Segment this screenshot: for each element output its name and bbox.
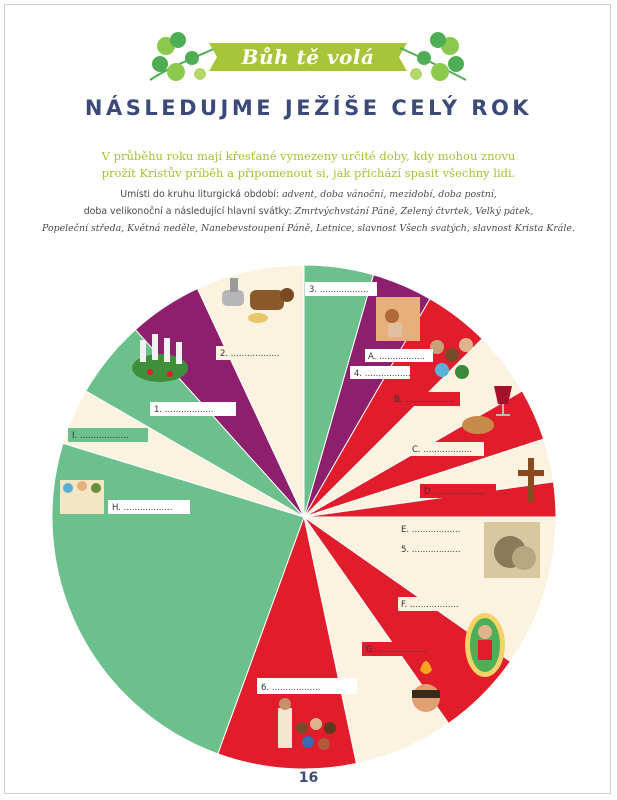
answer-label-I: I. .................. xyxy=(72,431,129,441)
answer-label-A: A. ................. xyxy=(368,352,425,362)
intro-line-2: prožít Kristův příběh a připomenout si, … xyxy=(101,166,516,180)
jesus-crowd-icon xyxy=(278,698,336,750)
answer-label-6: 6. .................. xyxy=(261,683,320,693)
answer-field-H[interactable]: H. .................. xyxy=(108,500,190,514)
christ-king-icon xyxy=(465,613,505,677)
answer-label-G: G. .................. xyxy=(366,645,427,655)
ribbon-banner xyxy=(209,43,407,71)
answer-field-5[interactable]: 5. .................. xyxy=(398,542,482,556)
answer-field-I[interactable]: I. .................. xyxy=(68,428,148,442)
answer-field-B[interactable]: B. .................. xyxy=(390,392,460,406)
answer-field-E[interactable]: E. .................. xyxy=(398,522,478,536)
instructions-line2-lead: doba velikonoční a následující hlavní sv… xyxy=(83,206,295,217)
vine-leaves-left-icon xyxy=(149,32,217,81)
instructions-seasons: advent, doba vánoční, mezidobí, doba pos… xyxy=(282,189,497,200)
intro-line-1: V průběhu roku mají křesťané vymezeny ur… xyxy=(101,149,516,163)
instructions-lead: Umísti do kruhu liturgická období: xyxy=(120,189,283,200)
ribbon-text: Bůh tě volá xyxy=(241,45,375,69)
intro-text: V průběhu roku mají křesťané vymezeny ur… xyxy=(70,148,547,182)
empty-tomb-icon xyxy=(484,522,540,578)
wheel-wedge-16 xyxy=(196,264,305,518)
answer-label-D: D. .................. xyxy=(424,487,485,497)
instructions: Umísti do kruhu liturgická období: adven… xyxy=(40,186,577,237)
wheel-wedge-11 xyxy=(217,515,357,770)
answer-label-3: 3. .................. xyxy=(309,285,368,295)
instructions-feasts-2: Popeleční středa, Květná neděle, Nanebev… xyxy=(42,223,575,234)
answer-field-D[interactable]: D. .................. xyxy=(420,484,496,498)
advent-wreath-icon xyxy=(132,334,188,382)
donkey-ox-icon xyxy=(222,278,294,323)
answer-label-2: 2. .................. xyxy=(220,349,279,359)
page-number: 16 xyxy=(298,770,319,786)
answer-label-C: C. .................. xyxy=(412,445,472,455)
answer-label-4: 4. ................. xyxy=(354,369,411,379)
answer-label-F: F. .................. xyxy=(401,600,459,610)
answer-field-A[interactable]: A. ................. xyxy=(365,349,433,362)
answer-label-B: B. .................. xyxy=(394,395,454,405)
answer-field-2[interactable]: 2. .................. xyxy=(216,346,298,360)
answer-field-6[interactable]: 6. .................. xyxy=(257,678,357,694)
vine-leaves-right-icon xyxy=(399,32,467,81)
cross-icon xyxy=(518,458,544,502)
answer-field-1[interactable]: 1. .................. xyxy=(150,402,236,416)
answer-field-3[interactable]: 3. .................. xyxy=(305,282,377,296)
answer-label-H: H. .................. xyxy=(112,503,172,513)
answer-field-G[interactable]: G. .................. xyxy=(362,642,427,656)
answer-label-E: E. .................. xyxy=(401,525,460,535)
page-title: NÁSLEDUJME JEŽÍŠE CELÝ ROK xyxy=(84,96,533,120)
wheel-wedge-12 xyxy=(51,442,305,755)
bread-wine-icon xyxy=(462,386,512,434)
pentecost-icon xyxy=(412,661,440,712)
answer-field-F[interactable]: F. .................. xyxy=(398,597,478,611)
answer-label-5: 5. .................. xyxy=(401,545,460,555)
instructions-feasts-1: Zmrtvýchvstání Páně, Zelený čtvrtek, Vel… xyxy=(294,206,534,217)
family-icon xyxy=(60,480,104,514)
answer-field-4[interactable]: 4. ................. xyxy=(350,366,411,379)
crowd-palms-icon xyxy=(430,338,473,379)
answer-field-C[interactable]: C. .................. xyxy=(408,442,484,456)
jesus-desert-icon xyxy=(376,297,420,341)
answer-label-1: 1. .................. xyxy=(154,405,213,415)
